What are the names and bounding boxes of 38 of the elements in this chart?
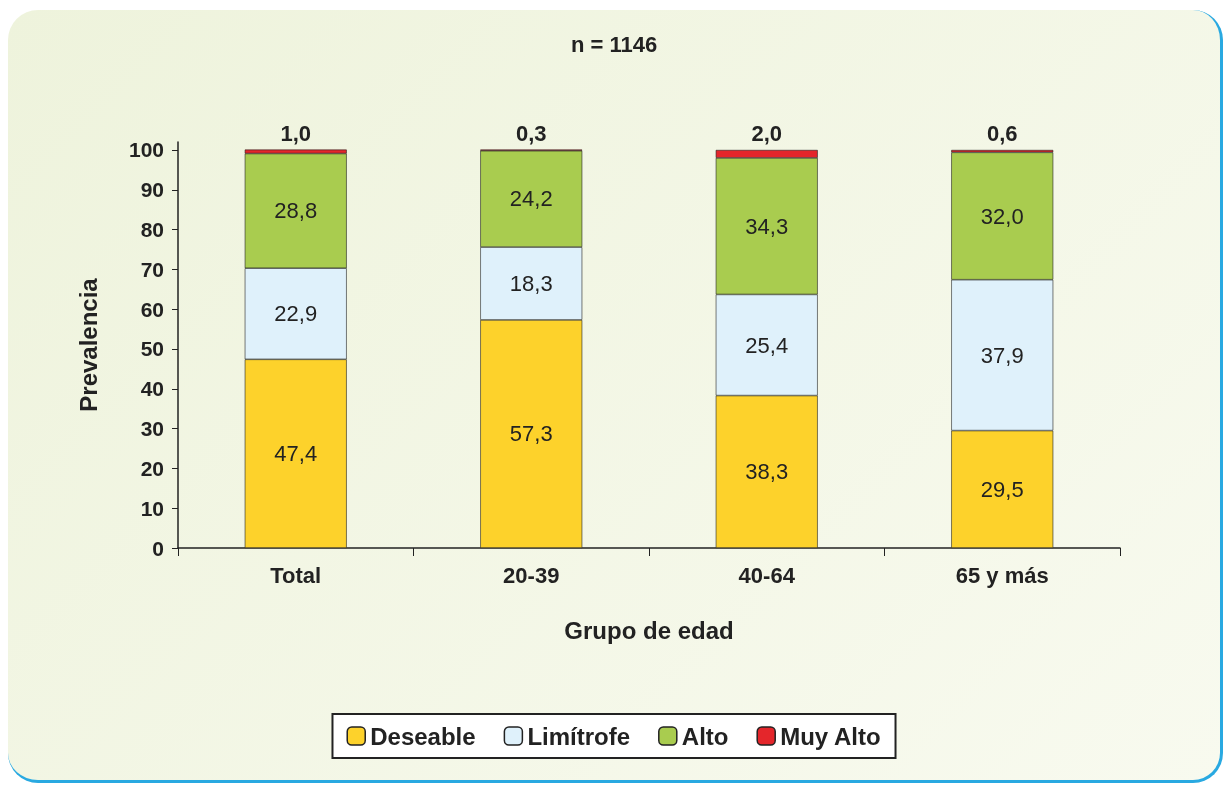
data-label: 28,8 [274,198,318,224]
data-label: 25,4 [745,332,789,358]
data-label: 34,3 [745,213,789,239]
x-tick-label: 65 y más [955,562,1049,588]
data-label: 38,3 [745,459,789,485]
x-tick-label: Total [270,562,322,588]
y-tick-label: 50 [140,337,164,361]
x-axis-title: Grupo de edad [564,616,734,644]
data-label: 37,9 [980,342,1024,368]
data-label: 22,9 [274,301,318,327]
y-tick-label: 10 [140,496,164,520]
data-label: 0,3 [515,121,547,147]
x-tick-label: 40-64 [738,562,796,588]
legend-label: Limítrofe [527,722,631,750]
data-label: 57,3 [509,421,553,447]
data-label: 32,0 [980,203,1024,229]
data-label: 18,3 [509,271,553,296]
y-tick-label: 60 [140,297,164,321]
y-axis-title: Prevalencia [74,277,102,412]
y-tick-label: 70 [140,257,164,281]
data-label: 1,0 [280,121,312,147]
legend-label: Deseable [370,722,476,750]
data-label: 0,6 [986,121,1018,147]
x-tick-label: 20-39 [503,562,560,588]
y-tick-label: 40 [140,377,164,401]
data-label: 29,5 [980,476,1024,502]
y-tick-label: 100 [128,138,164,162]
data-label: 47,4 [274,441,318,467]
legend-label: Alto [681,722,729,750]
data-label: 24,2 [509,186,553,212]
y-tick-label: 80 [140,218,164,242]
y-tick-label: 30 [140,417,164,441]
y-tick-label: 20 [140,456,164,480]
data-label: 2,0 [751,121,783,147]
legend-label: Muy Alto [780,722,881,750]
y-tick-label: 90 [140,178,164,202]
chart-title: n = 1146 [570,31,658,57]
y-tick-label: 0 [152,536,164,560]
